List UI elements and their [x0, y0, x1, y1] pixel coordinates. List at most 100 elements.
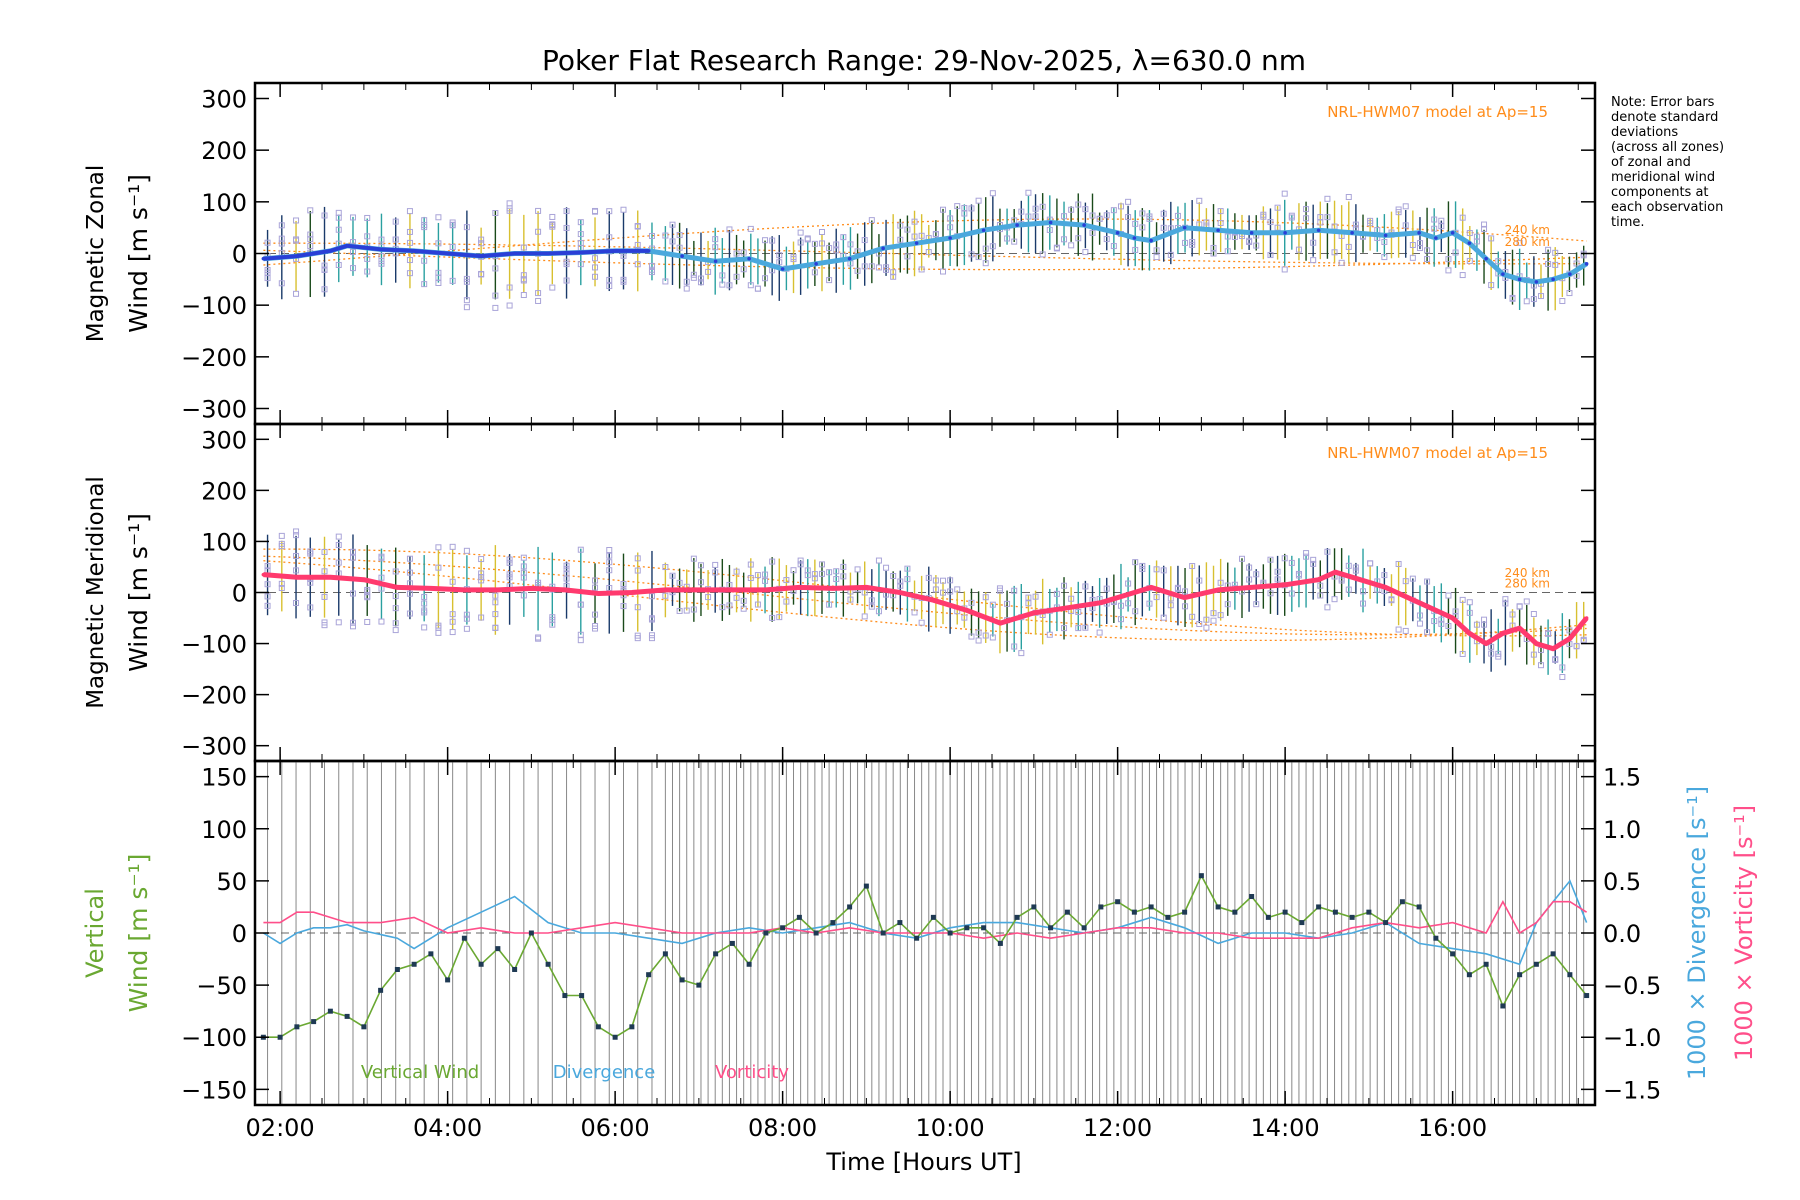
zone-sample [478, 570, 485, 577]
zone-sample [321, 593, 328, 600]
zone-sample [1011, 643, 1018, 650]
mean-wind-line [263, 220, 1588, 285]
vertical-wind-point [361, 1024, 367, 1030]
zone-sample [918, 266, 925, 273]
zone-sample [264, 266, 271, 273]
wind-point [948, 236, 952, 240]
zone-sample [833, 568, 840, 575]
zone-sample [1246, 564, 1253, 571]
zone-sample [1046, 631, 1053, 638]
zone-sample [1224, 601, 1231, 608]
zone-sample [1125, 214, 1132, 221]
wind-point [697, 588, 701, 592]
zone-sample [606, 208, 613, 215]
zone-sample [932, 577, 939, 584]
zone-sample [932, 586, 939, 593]
zone-sample [293, 290, 300, 297]
zone-sample [762, 571, 769, 578]
y-axis-label-line: Wind [m s⁻¹] [124, 854, 153, 1013]
zone-sample [1516, 603, 1523, 610]
zone-sample [421, 281, 428, 288]
zone-sample [620, 580, 627, 587]
zone-sample [1459, 214, 1466, 221]
zone-sample [676, 244, 683, 251]
zone-sample [435, 214, 442, 221]
zone-sample [1530, 296, 1537, 303]
zone-sample [478, 574, 485, 581]
zone-sample [648, 262, 655, 269]
zone-sample [996, 585, 1003, 592]
zone-sample [975, 254, 982, 261]
vertical-wind-point [495, 946, 501, 952]
zone-sample [669, 221, 676, 228]
zone-sample [1061, 236, 1068, 243]
zone-sample [1509, 294, 1516, 301]
wind-point [1065, 606, 1070, 610]
zone-sample [364, 268, 371, 275]
zone-sample [1381, 254, 1388, 261]
zone-sample [535, 228, 542, 235]
zone-sample [1203, 616, 1210, 623]
zone-sample [1424, 256, 1431, 263]
zone-sample [1324, 214, 1331, 221]
zone-sample [378, 574, 385, 581]
zone-sample [406, 590, 413, 597]
zone-sample [1238, 555, 1245, 562]
zone-sample [449, 578, 456, 585]
wind-point [378, 247, 383, 252]
zone-sample [1075, 201, 1082, 208]
wind-point [981, 228, 986, 233]
y-tick-label: −200 [181, 344, 247, 372]
zone-sample [577, 631, 584, 638]
zone-sample [1459, 596, 1466, 603]
zone-sample [1210, 610, 1217, 617]
wind-point [1551, 277, 1555, 282]
vertical-wind-point [294, 1024, 300, 1030]
zone-sample [463, 611, 470, 618]
vertical-wind-point [1433, 935, 1439, 941]
zonal-panel: −300 −200 −100 0 100 200 300 NRL-HWM07 model at… [83, 81, 1597, 426]
zone-sample [1182, 588, 1189, 595]
zone-sample [449, 221, 456, 228]
zone-sample [634, 567, 641, 574]
wind-point [1283, 231, 1287, 235]
zone-sample [719, 604, 726, 611]
zone-sample [463, 615, 470, 622]
vertical-wind-point [662, 951, 668, 957]
zone-sample [1203, 219, 1210, 226]
zone-sample [1231, 233, 1238, 240]
vertical-wind-point [411, 961, 417, 967]
x-tick-label: 16:00 [1418, 1114, 1487, 1142]
y2-tick-label: −1.0 [1603, 1024, 1661, 1052]
zone-sample [982, 260, 989, 267]
zone-sample [940, 577, 947, 584]
zone-sample [520, 277, 527, 284]
wind-point [1417, 231, 1421, 235]
zone-sample [904, 565, 911, 572]
wind-point [295, 575, 299, 579]
zone-sample [762, 275, 769, 282]
vertical-wind-point [930, 914, 936, 920]
x-axis-label: Time [Hours UT] [825, 1148, 1021, 1176]
zone-sample [1495, 258, 1502, 265]
zone-sample [1409, 254, 1416, 261]
zone-sample [577, 601, 584, 608]
wind-point [713, 259, 718, 264]
zone-sample [1167, 602, 1174, 609]
zone-sample [449, 618, 456, 625]
zone-sample [783, 598, 790, 605]
zone-sample [1331, 249, 1338, 256]
y-tick-label: −100 [181, 1024, 247, 1052]
zone-sample [690, 606, 697, 613]
zone-sample [1352, 567, 1359, 574]
zone-sample [1160, 567, 1167, 574]
zone-sample [634, 555, 641, 562]
zone-sample [1189, 241, 1196, 248]
wind-point [579, 250, 584, 255]
zone-sample [762, 577, 769, 584]
zone-sample [1132, 246, 1139, 253]
note-line: each observation [1611, 200, 1724, 215]
y-tick-label: 0 [232, 241, 247, 269]
zone-sample [606, 276, 613, 283]
zone-sample [897, 222, 904, 229]
